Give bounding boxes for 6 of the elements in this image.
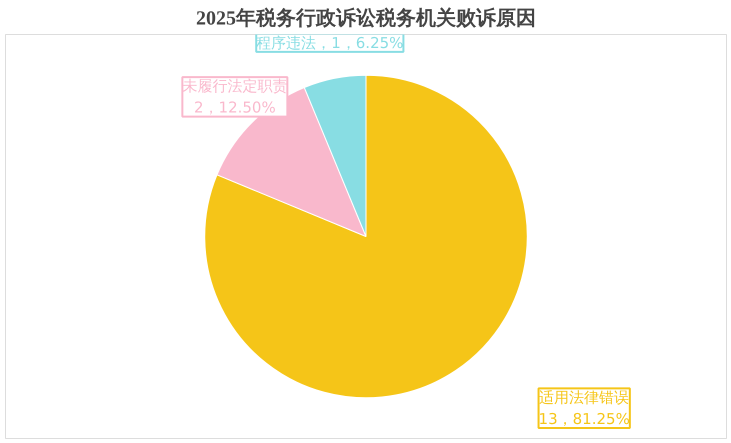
- slice-label: 程序违法，1，6.25%: [256, 34, 404, 52]
- data-label: 13，81.25%: [538, 410, 630, 428]
- chart-title: 2025年税务行政诉讼税务机关败诉原因: [196, 6, 536, 30]
- slice-label: 适用法律错误: [539, 388, 630, 406]
- data-label: 2，12.50%: [194, 98, 276, 117]
- slice-label: 未履行法定职责: [182, 77, 288, 96]
